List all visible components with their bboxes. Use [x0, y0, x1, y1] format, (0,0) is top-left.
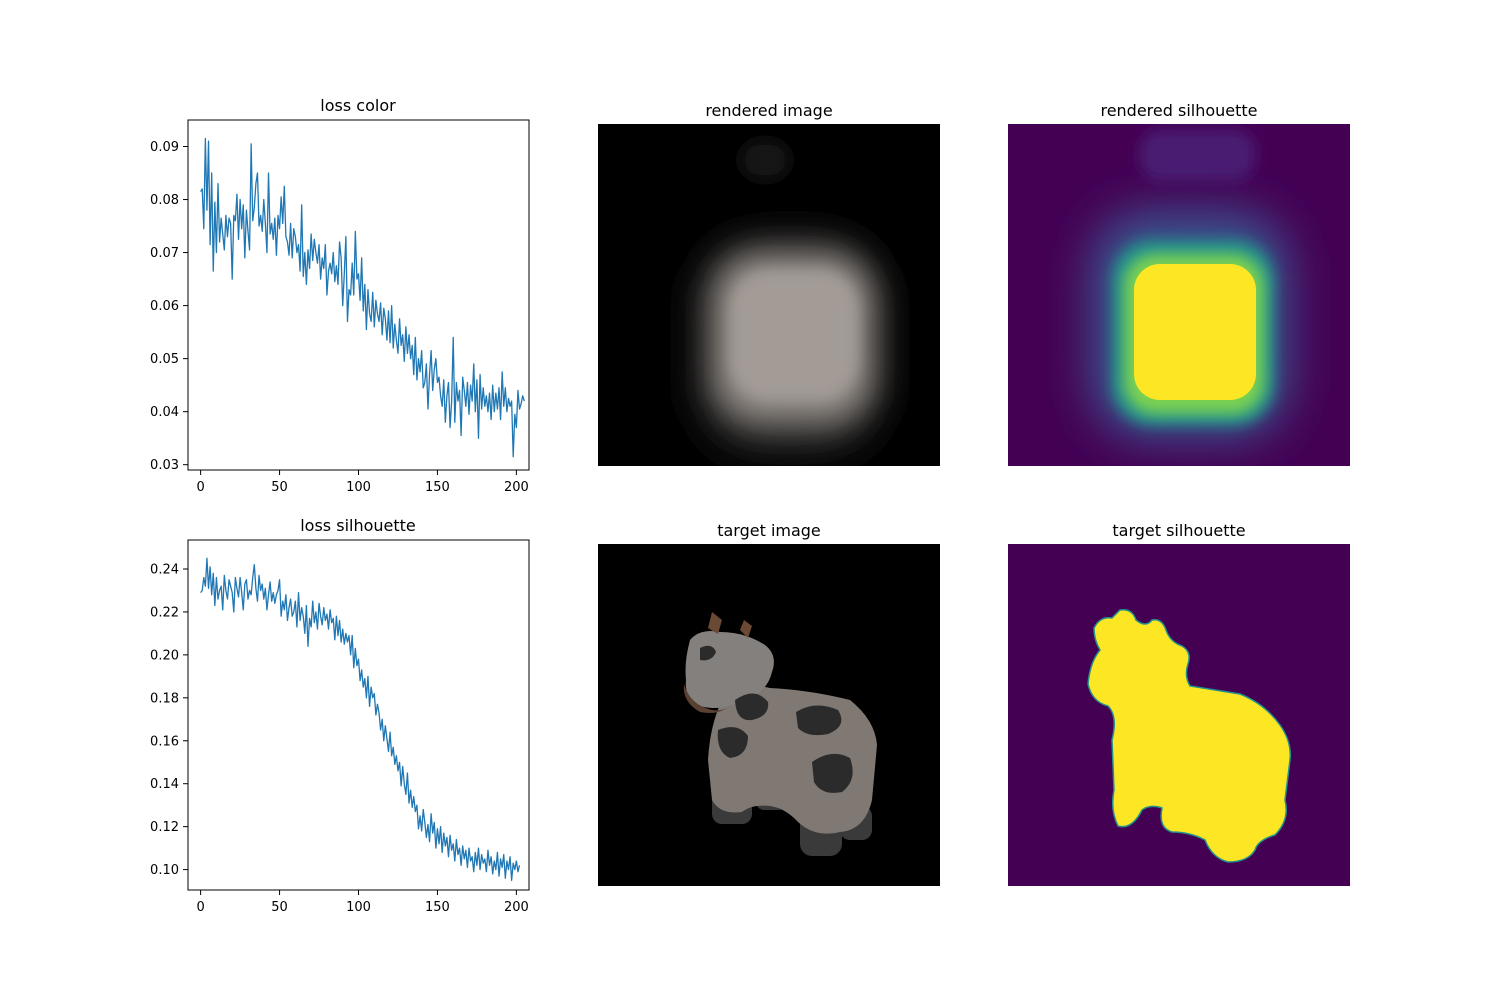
- loss-color-y-tick-label: 0.04: [150, 405, 179, 420]
- rendered-silhouette-panel: rendered silhouette: [1008, 101, 1350, 466]
- loss-silhouette-x-tick-label: 100: [346, 900, 371, 915]
- loss-silhouette-y-tick-label: 0.16: [150, 734, 179, 749]
- loss-color-x-tick-label: 0: [196, 480, 204, 495]
- loss-color-series-line: [200, 137, 525, 458]
- loss-silhouette-x-ticks: 0 50 100 150 200: [196, 890, 529, 915]
- rendered-image-panel: rendered image: [598, 101, 940, 466]
- loss-color-title: loss color: [320, 96, 396, 115]
- loss-color-x-tick-label: 200: [504, 480, 529, 495]
- loss-color-y-tick-label: 0.07: [150, 246, 179, 261]
- loss-color-x-tick-label: 50: [271, 480, 288, 495]
- loss-color-y-tick-label: 0.03: [150, 458, 179, 473]
- loss-silhouette-x-tick-label: 50: [271, 900, 288, 915]
- loss-silhouette-y-tick-label: 0.22: [150, 605, 179, 620]
- target-silhouette-title: target silhouette: [1112, 521, 1245, 540]
- loss-silhouette-y-tick-label: 0.10: [150, 863, 179, 878]
- loss-color-x-tick-label: 100: [346, 480, 371, 495]
- target-image-panel: target image: [598, 521, 940, 886]
- loss-silhouette-x-tick-label: 150: [425, 900, 450, 915]
- loss-silhouette-y-ticks: 0.10 0.12 0.14 0.16 0.18 0.20 0.22 0.24: [150, 562, 188, 878]
- loss-silhouette-plot-area: [187, 539, 530, 891]
- loss-silhouette-y-tick-label: 0.14: [150, 777, 179, 792]
- loss-color-y-tick-label: 0.09: [150, 140, 179, 155]
- loss-silhouette-x-tick-label: 200: [504, 900, 529, 915]
- loss-silhouette-title: loss silhouette: [300, 516, 416, 535]
- loss-color-chart: loss color 0 50 100 150 200 0.03 0.04 0.05 0.06…: [150, 96, 530, 495]
- loss-color-y-tick-label: 0.05: [150, 352, 179, 367]
- rendered-image-title: rendered image: [705, 101, 832, 120]
- loss-color-plot-area: [187, 119, 530, 471]
- loss-color-y-tick-label: 0.08: [150, 193, 179, 208]
- loss-color-x-ticks: 0 50 100 150 200: [196, 470, 529, 495]
- loss-color-y-tick-label: 0.06: [150, 299, 179, 314]
- loss-silhouette-y-tick-label: 0.18: [150, 691, 179, 706]
- loss-silhouette-chart: loss silhouette 0 50 100 150 200 0.100.120.1…: [150, 516, 530, 915]
- cow-figure: [683, 612, 877, 856]
- rendered-silhouette-canvas: [1008, 124, 1350, 466]
- rendered-image-canvas: [598, 124, 940, 466]
- loss-silhouette-x-tick-label: 0: [196, 900, 204, 915]
- cow-silhouette-mask: [1087, 608, 1292, 863]
- loss-color-x-tick-label: 150: [425, 480, 450, 495]
- loss-silhouette-y-tick-label: 0.12: [150, 820, 179, 835]
- rendered-silhouette-title: rendered silhouette: [1100, 101, 1257, 120]
- target-image-canvas: [598, 544, 940, 886]
- loss-silhouette-y-tick-label: 0.24: [150, 562, 179, 577]
- target-silhouette-canvas: [1008, 544, 1350, 886]
- target-image-title: target image: [717, 521, 821, 540]
- loss-silhouette-series-line: [200, 557, 521, 881]
- loss-color-y-ticks: 0.03 0.04 0.05 0.06 0.07 0.08 0.09: [150, 140, 188, 473]
- loss-silhouette-y-tick-label: 0.20: [150, 648, 179, 663]
- target-silhouette-panel: target silhouette: [1008, 521, 1350, 886]
